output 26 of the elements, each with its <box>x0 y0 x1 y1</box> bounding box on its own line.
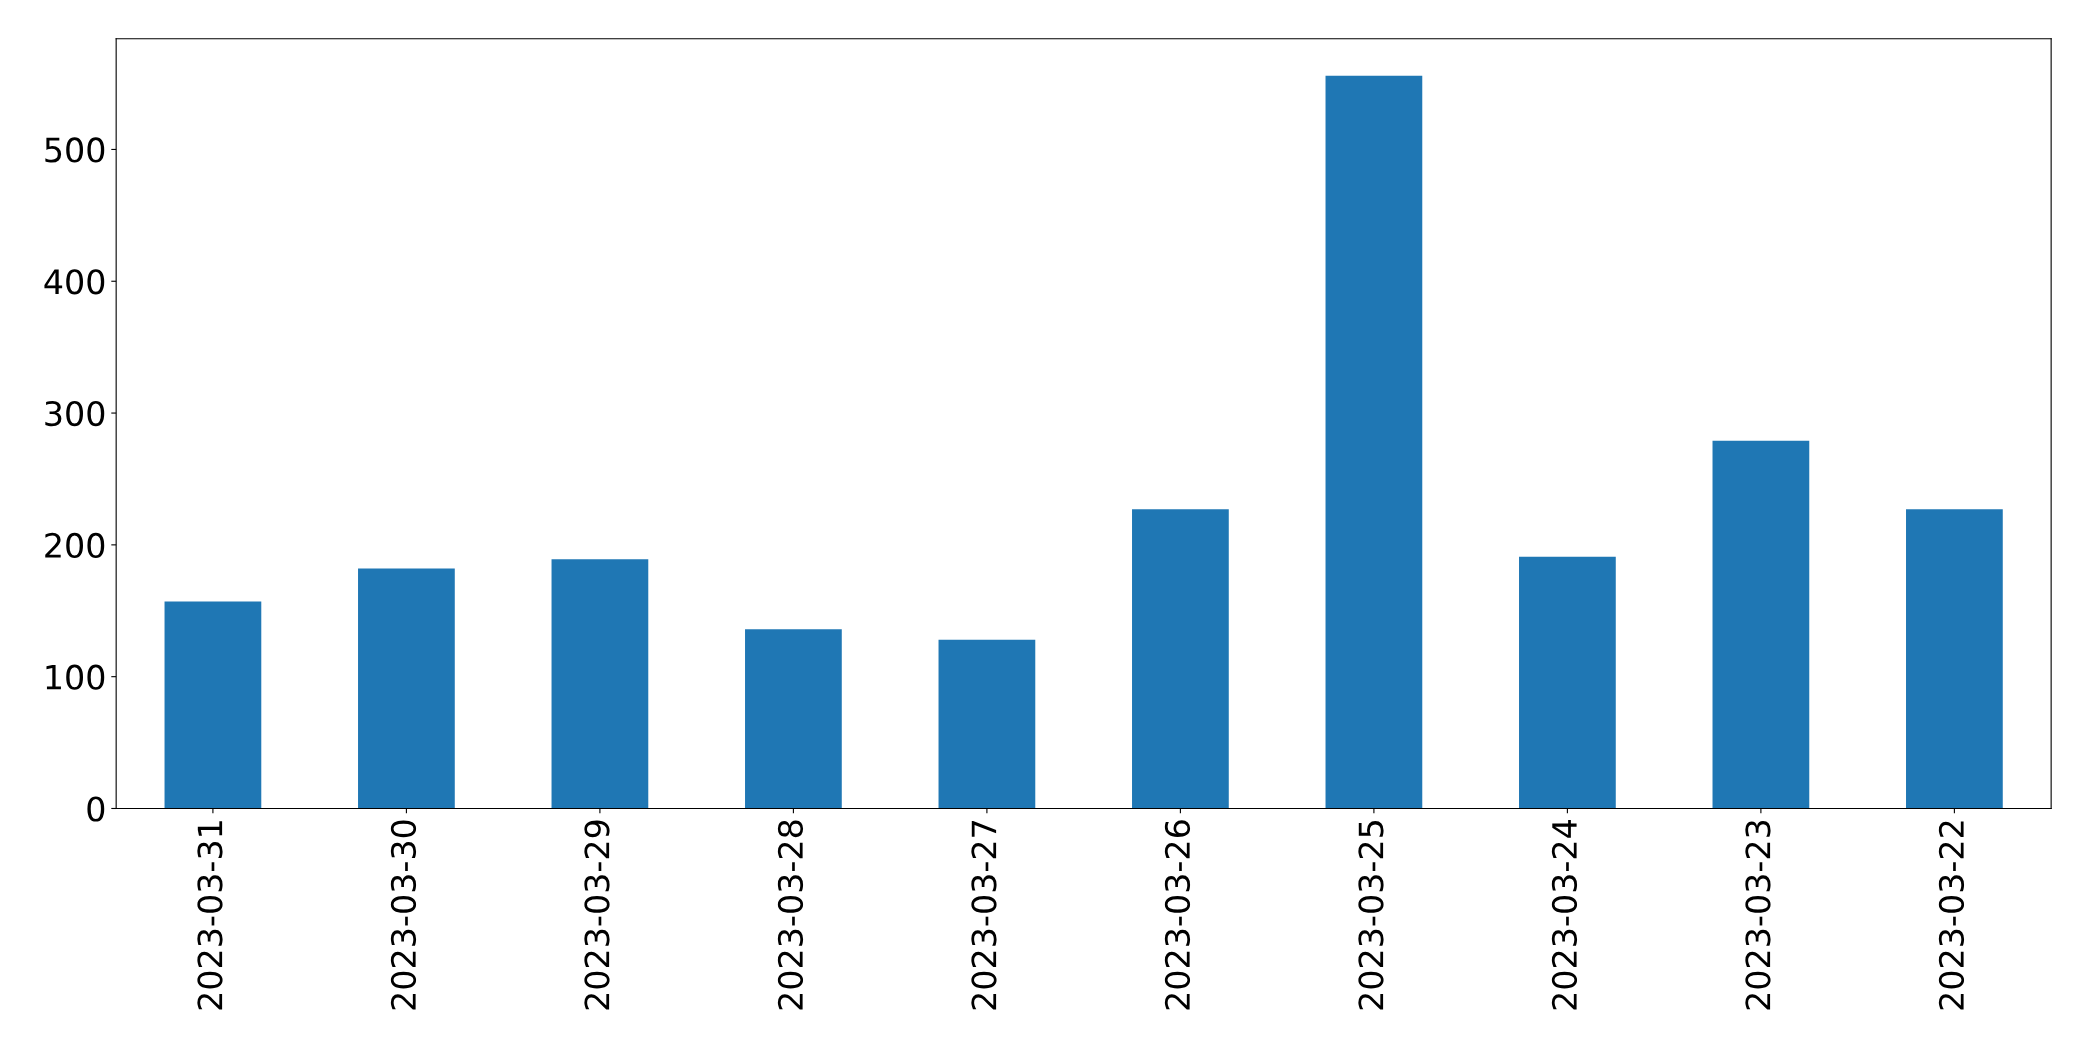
bar <box>358 568 455 809</box>
bar <box>938 639 1036 809</box>
y-tick-label: 200 <box>45 532 105 559</box>
x-tick-label: 2023-03-27 <box>971 821 997 1010</box>
bar <box>164 601 262 809</box>
bar <box>1712 440 1810 809</box>
y-tick-label: 0 <box>87 796 105 822</box>
y-tick-label: 300 <box>45 400 105 427</box>
x-tick-label: 2023-03-29 <box>584 820 610 1010</box>
x-tick-label: 2023-03-23 <box>1745 820 1771 1010</box>
bar <box>1132 509 1229 809</box>
bar <box>1906 509 2003 809</box>
x-tick-label: 2023-03-31 <box>197 821 223 1010</box>
x-tick-label: 2023-03-30 <box>390 820 417 1010</box>
bar <box>1519 556 1616 809</box>
y-tick-label: 100 <box>46 664 105 690</box>
bar <box>1325 75 1423 809</box>
y-tick-label: 400 <box>44 269 105 295</box>
y-tick-label: 500 <box>45 137 105 163</box>
x-tick-label: 2023-03-24 <box>1551 820 1578 1010</box>
x-tick-label: 2023-03-26 <box>1164 820 1191 1010</box>
x-tick-label: 2023-03-22 <box>1938 821 1965 1010</box>
bar <box>745 629 842 809</box>
bar <box>551 559 649 809</box>
x-tick-label: 2023-03-28 <box>777 820 804 1010</box>
x-tick-label: 2023-03-25 <box>1358 821 1384 1010</box>
